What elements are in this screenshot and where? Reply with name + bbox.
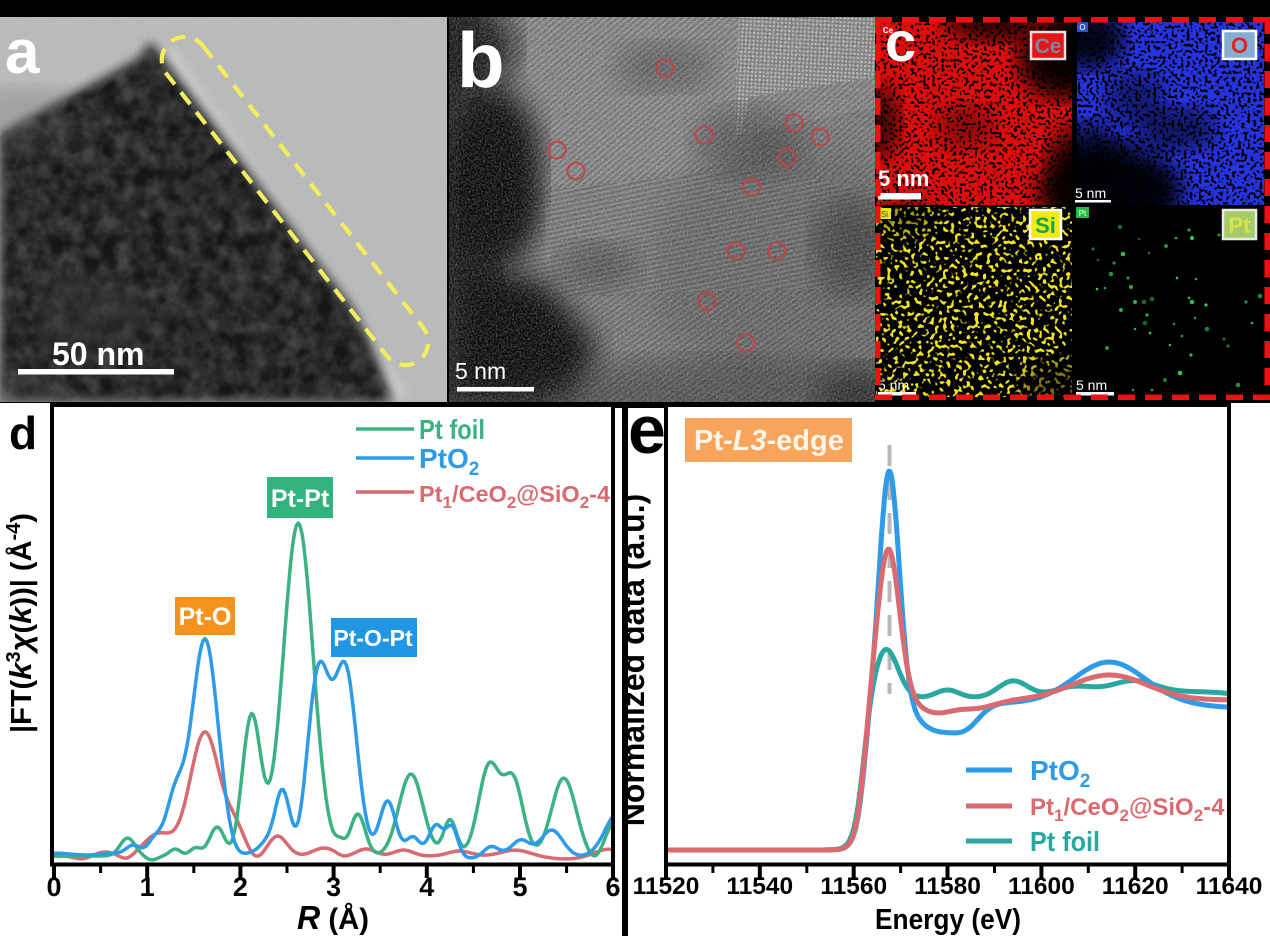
svg-text:PtO2: PtO2 — [1030, 755, 1090, 792]
svg-text:Ce: Ce — [1035, 35, 1062, 58]
svg-text:Pt-O: Pt-O — [179, 603, 232, 631]
svg-text:Pt: Pt — [1229, 213, 1252, 238]
svg-text:PtO2: PtO2 — [419, 443, 479, 480]
svg-text:Ce: Ce — [883, 26, 894, 35]
svg-text:O: O — [1231, 33, 1248, 58]
svg-text:6: 6 — [605, 872, 620, 902]
svg-text:11640: 11640 — [1196, 873, 1263, 900]
svg-text:Si: Si — [1035, 213, 1056, 238]
svg-text:4: 4 — [419, 872, 434, 902]
svg-text:5 nm: 5 nm — [878, 166, 929, 191]
svg-text:1: 1 — [140, 872, 155, 902]
svg-text:c: c — [885, 17, 916, 73]
svg-text:11540: 11540 — [726, 873, 793, 900]
svg-text:11580: 11580 — [914, 873, 981, 900]
svg-text:50 nm: 50 nm — [52, 336, 144, 372]
svg-text:Pt-L3-edge: Pt-L3-edge — [694, 425, 844, 457]
svg-text:3: 3 — [326, 872, 341, 902]
svg-text:11600: 11600 — [1008, 873, 1075, 900]
svg-text:Pt-Pt: Pt-Pt — [271, 485, 330, 513]
svg-text:b: b — [457, 17, 505, 104]
svg-text:5 nm: 5 nm — [1075, 185, 1106, 201]
svg-text:O: O — [1079, 23, 1085, 32]
svg-text:R (Å): R (Å) — [297, 899, 369, 936]
svg-text:Si: Si — [881, 210, 888, 219]
svg-text:Energy (eV): Energy (eV) — [875, 904, 1021, 936]
svg-text:5: 5 — [512, 872, 527, 902]
svg-text:Pt foil: Pt foil — [1030, 826, 1100, 857]
svg-text:Normalized data (a.u.): Normalized data (a.u.) — [628, 494, 651, 827]
svg-text:11620: 11620 — [1102, 873, 1169, 900]
svg-text:Pt1/CeO2@SiO2-4: Pt1/CeO2@SiO2-4 — [1030, 794, 1225, 825]
svg-text:Pt foil: Pt foil — [419, 414, 485, 445]
svg-text:0: 0 — [46, 872, 61, 902]
svg-text:Pt: Pt — [1079, 209, 1087, 218]
svg-text:Pt1/CeO2@SiO2-4: Pt1/CeO2@SiO2-4 — [419, 481, 610, 512]
svg-text:d: d — [9, 407, 37, 459]
svg-text:5 nm: 5 nm — [455, 358, 506, 384]
svg-text:11560: 11560 — [820, 873, 887, 900]
svg-text:a: a — [5, 18, 40, 87]
svg-text:5 nm: 5 nm — [1076, 377, 1107, 393]
svg-text:2: 2 — [233, 872, 248, 902]
svg-text:11520: 11520 — [633, 873, 700, 900]
svg-text:e: e — [628, 402, 666, 468]
svg-text:Pt-O-Pt: Pt-O-Pt — [333, 625, 413, 651]
svg-text:|FT(k3χ(k))| (Å-4): |FT(k3χ(k))| (Å-4) — [3, 513, 38, 733]
svg-text:5 nm: 5 nm — [878, 377, 909, 393]
